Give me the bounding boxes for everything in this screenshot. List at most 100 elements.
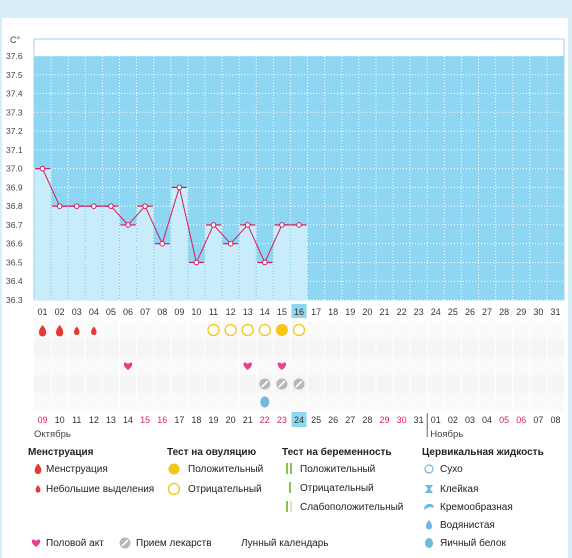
date-label: 14	[123, 415, 133, 425]
legend-ovulation-negative-icon	[167, 482, 181, 496]
month-label-october: Октябрь	[34, 429, 71, 440]
date-label: 10	[55, 415, 65, 425]
temperature-bar	[119, 224, 137, 300]
date-label: 19	[209, 415, 219, 425]
legend-fluid-watery-icon	[425, 520, 433, 530]
legend-menstruation-icon	[34, 463, 42, 474]
day-number: 26	[465, 307, 475, 317]
day-number: 10	[191, 307, 201, 317]
legend-intercourse: Половой акт	[46, 538, 104, 549]
temperature-point	[296, 222, 302, 228]
legend-pregnancy-title: Тест на беременность	[282, 447, 392, 458]
menstruation-icon	[38, 325, 47, 337]
day-number: 03	[72, 307, 82, 317]
y-tick-label: 37.2	[6, 126, 23, 136]
marker-row	[34, 339, 564, 357]
day-number: 23	[414, 307, 424, 317]
day-number: 25	[448, 307, 458, 317]
y-axis-unit: C°	[10, 35, 20, 45]
y-tick-label: 36.9	[6, 182, 23, 192]
y-tick-label: 37.1	[6, 145, 23, 155]
temperature-bar	[171, 187, 188, 300]
pill-line	[278, 380, 286, 388]
temperature-point	[279, 222, 285, 228]
y-tick-label: 37.5	[6, 70, 23, 80]
date-label: 22	[260, 415, 270, 425]
day-number: 28	[499, 307, 509, 317]
day-number: 08	[157, 307, 167, 317]
day-number: 21	[379, 307, 389, 317]
pill-line	[261, 380, 269, 388]
temperature-point	[227, 240, 234, 247]
temperature-bar	[51, 206, 68, 300]
date-label: 27	[345, 415, 355, 425]
legend-ovulation-title: Тест на овуляцию	[167, 447, 257, 458]
egg-white-icon	[260, 396, 270, 408]
date-label: 20	[226, 415, 236, 425]
temperature-bar	[239, 224, 256, 300]
day-number: 18	[328, 307, 338, 317]
legend-fluid-sticky-icon	[425, 485, 433, 493]
date-label: 02	[448, 415, 458, 425]
date-label: 30	[397, 415, 407, 425]
date-label: 12	[89, 415, 99, 425]
ovulation-negative-icon	[224, 323, 237, 337]
temperature-point	[262, 259, 268, 266]
temperature-point	[142, 203, 148, 209]
date-label: 23	[277, 415, 287, 425]
temperature-bar	[290, 224, 308, 300]
legend-fluid-title: Цервикальная жидкость	[422, 447, 544, 458]
day-number: 01	[38, 307, 48, 317]
legend-menstruation-item: Менструация	[46, 464, 108, 475]
temperature-bar	[256, 262, 273, 300]
temperature-bar	[137, 206, 154, 300]
temperature-point	[73, 203, 80, 209]
temperature-bar	[34, 168, 51, 300]
legend-fluid-eggwhite: Яичный белок	[440, 538, 506, 549]
pill-line	[295, 380, 303, 388]
day-number: 06	[123, 307, 133, 317]
legend-preg-neg-bar	[289, 482, 291, 493]
temperature-point	[193, 259, 200, 266]
legend-pregnancy-positive: Положительный	[300, 464, 376, 475]
date-label: 09	[38, 415, 48, 425]
legend-pregnancy-weak: Слабоположительный	[300, 502, 404, 513]
date-label: 13	[106, 415, 116, 425]
y-tick-label: 36.4	[6, 276, 23, 286]
legend-moon-calendar: Лунный календарь	[241, 538, 329, 549]
legend-preg-pos-bar2	[290, 463, 292, 474]
day-number: 12	[226, 307, 236, 317]
date-label: 31	[414, 415, 424, 425]
date-label: 11	[72, 415, 81, 425]
day-number: 17	[311, 307, 321, 317]
fertility-chart-panel: 37.6 37.5 37.4 37.3 37.2 37.1 37.0 36.9 36.8 36.7…	[2, 18, 568, 558]
day-number: 20	[362, 307, 372, 317]
day-number: 29	[516, 307, 526, 317]
ovulation-positive-icon	[275, 324, 288, 336]
date-label: 06	[516, 415, 526, 425]
day-number: 16	[294, 307, 304, 317]
date-label: 25	[311, 415, 321, 425]
temperature-point	[176, 184, 183, 191]
y-tick-label: 36.5	[6, 257, 23, 267]
y-tick-label: 37.4	[6, 89, 23, 99]
date-label: 29	[379, 415, 389, 425]
heart-icon	[277, 362, 287, 370]
temperature-point	[91, 203, 97, 209]
date-label: 24	[294, 415, 304, 425]
date-label: 07	[533, 415, 543, 425]
date-label: 18	[191, 415, 201, 425]
date-label: 28	[362, 415, 372, 425]
heart-icon	[243, 362, 252, 370]
day-number: 27	[482, 307, 492, 317]
menstruation-icon	[56, 325, 64, 337]
pill-icon	[276, 378, 288, 390]
day-number: 15	[277, 307, 287, 317]
temperature-line	[42, 168, 299, 265]
date-label: 03	[465, 415, 475, 425]
day-number: 07	[140, 307, 150, 317]
pill-icon	[259, 378, 271, 390]
ovulation-negative-icon	[241, 323, 254, 337]
legend-medication: Прием лекарств	[136, 538, 212, 549]
y-tick-label: 37.6	[6, 51, 23, 61]
